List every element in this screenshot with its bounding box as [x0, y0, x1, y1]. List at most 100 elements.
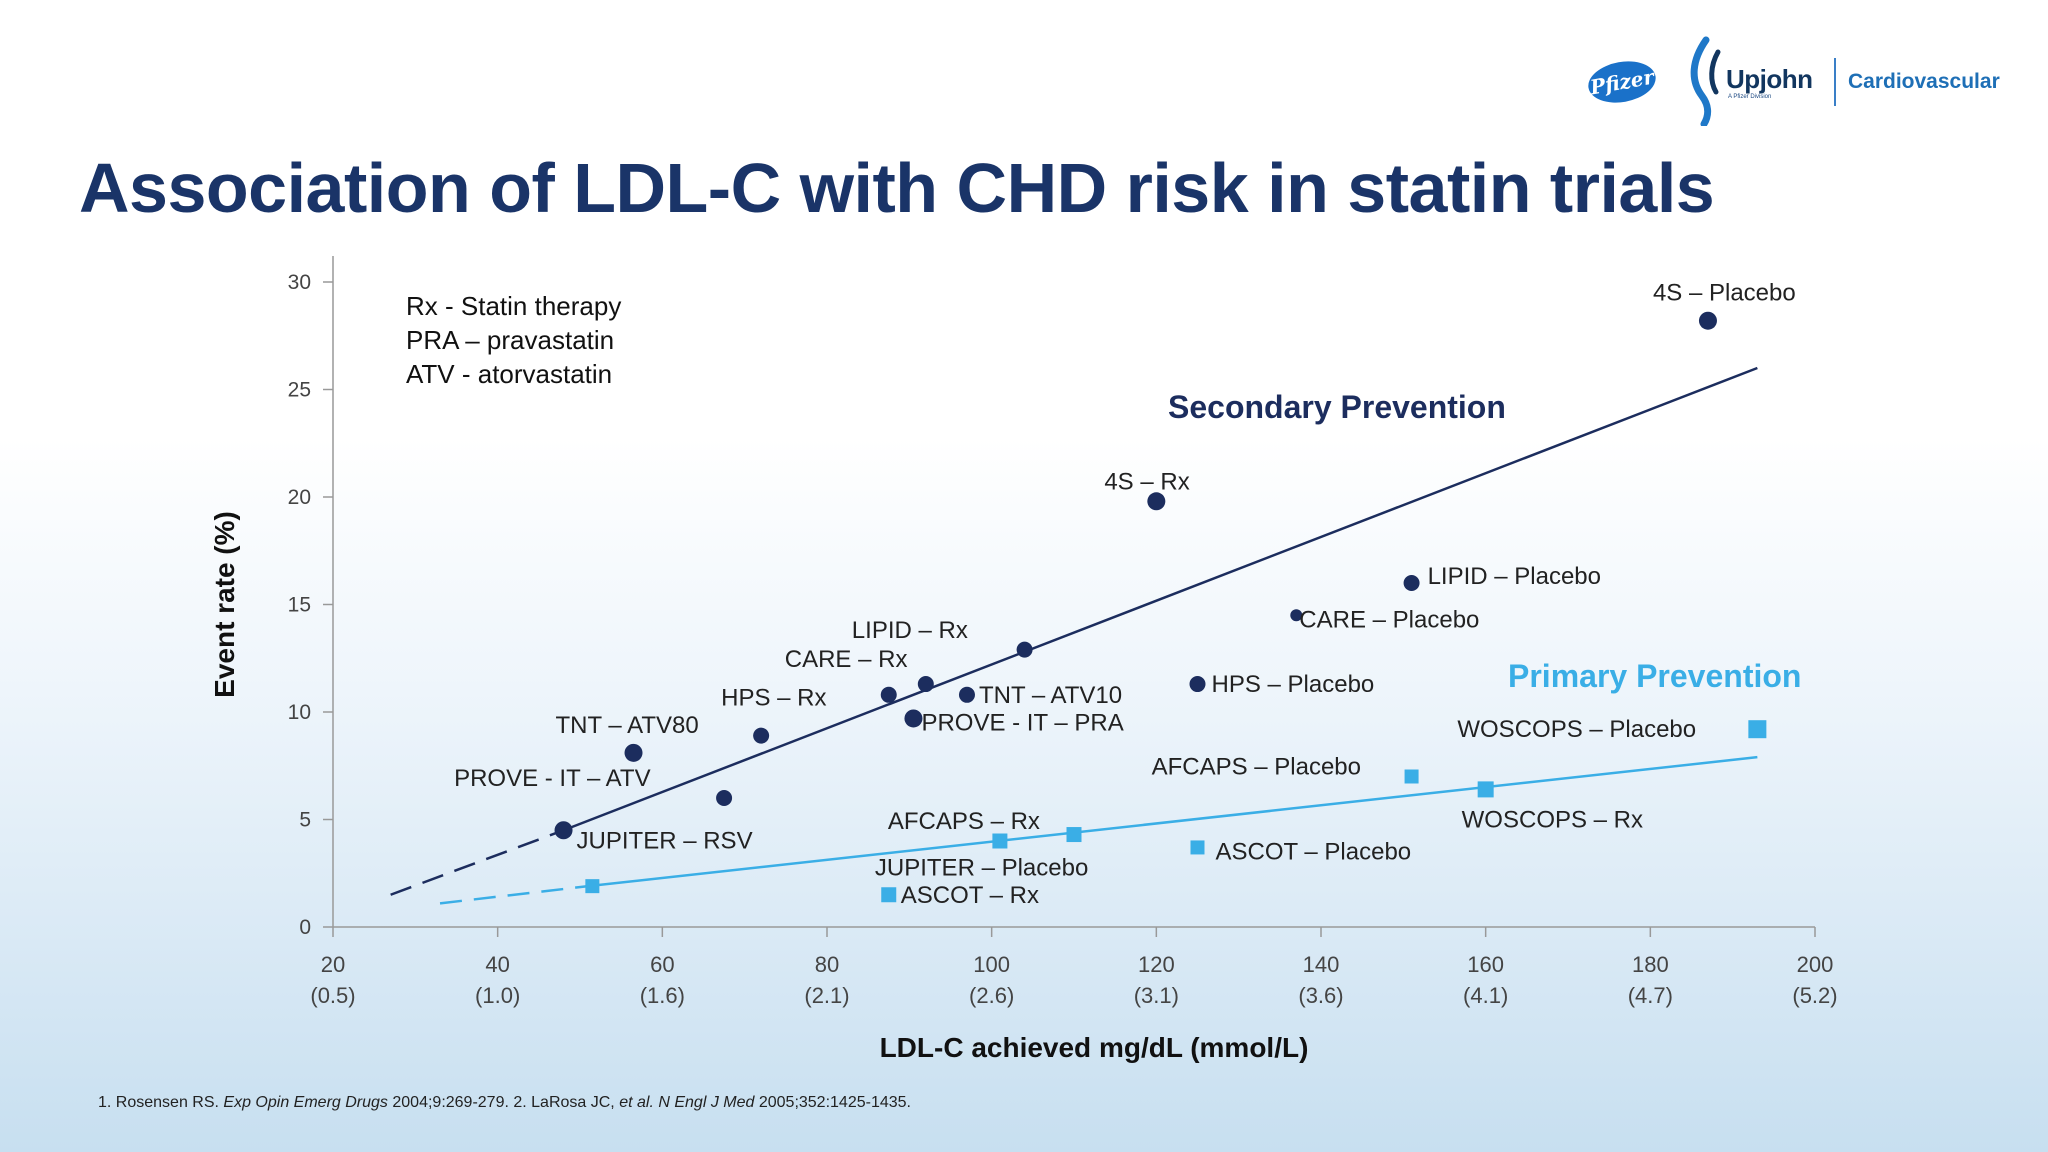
secondary-point — [1698, 311, 1717, 330]
primary-trend-line — [588, 755, 1758, 888]
y-tick-label: 30 — [288, 271, 311, 294]
primary-point — [1477, 781, 1494, 798]
x-tick-label: 200 — [1797, 952, 1834, 977]
x-tick-sublabel: (3.1) — [1134, 983, 1179, 1008]
brand-logos: Pfizer Upjohn A Pfizer Division Cardiova… — [1585, 34, 2008, 134]
x-tick-label: 100 — [973, 952, 1010, 977]
upjohn-swoosh-icon — [1690, 36, 1721, 126]
secondary-point — [1403, 575, 1420, 591]
x-tick-sublabel: (4.7) — [1628, 983, 1673, 1008]
secondary-point — [554, 821, 573, 840]
secondary-point — [904, 709, 923, 728]
secondary-point — [958, 686, 975, 703]
primary-point — [1748, 720, 1767, 739]
point-labels: 4S – Placebo 4S – Rx LIPID – Placebo CARE –… — [454, 280, 1796, 909]
logo-divider — [1834, 58, 1836, 106]
x-tick-label: 120 — [1138, 952, 1175, 977]
primary-series-name: Primary Prevention — [1508, 658, 1801, 694]
secondary-point-label: 4S – Placebo — [1653, 280, 1796, 307]
secondary-point-label: HPS – Rx — [721, 685, 826, 712]
x-tick-label: 40 — [485, 952, 509, 977]
secondary-point — [1290, 609, 1303, 622]
x-tick-sublabel: (2.6) — [969, 983, 1014, 1008]
ref2-etal: et al. — [619, 1094, 654, 1111]
x-tick-sublabel: (1.6) — [640, 983, 685, 1008]
x-tick-label: 80 — [815, 952, 839, 977]
upjohn-logo-subtext: A Pfizer Division — [1728, 94, 1772, 100]
secondary-point — [1147, 492, 1166, 511]
secondary-point-label: TNT – ATV80 — [556, 712, 699, 739]
primary-point-label: WOSCOPS – Rx — [1462, 806, 1643, 833]
primary-point-label: AFCAPS – Placebo — [1152, 754, 1361, 781]
primary-point — [881, 887, 897, 903]
primary-point-label: ASCOT – Rx — [901, 882, 1039, 909]
primary-point — [585, 879, 600, 894]
ref2-journal: N Engl J Med — [658, 1094, 755, 1111]
data-points — [554, 311, 1767, 903]
primary-point — [1066, 827, 1082, 843]
y-axis-title: Event rate (%) — [209, 511, 240, 698]
x-tick-sublabel: (2.1) — [804, 983, 849, 1008]
ref1-journal: Exp Opin Emerg Drugs — [223, 1094, 388, 1111]
x-tick-sublabel: (5.2) — [1792, 983, 1837, 1008]
x-tick-sublabel: (0.5) — [310, 983, 355, 1008]
primary-point — [1404, 769, 1419, 784]
secondary-point — [753, 727, 770, 744]
x-tick-sublabel: (4.1) — [1463, 983, 1508, 1008]
abbreviation-note-line: PRA – pravastatin — [406, 325, 614, 355]
secondary-point — [1189, 676, 1206, 693]
secondary-point — [880, 686, 897, 703]
primary-point-label: WOSCOPS – Placebo — [1457, 716, 1696, 743]
x-axis-title: LDL-C achieved mg/dL (mmol/L) — [880, 1032, 1309, 1063]
chart-axes: 0 5 10 15 20 25 30 20 (0.5) 40 (1.0) 60 (1.6) 80 (2.1)… — [209, 256, 1838, 1063]
secondary-point-label: JUPITER – RSV — [577, 827, 753, 854]
secondary-trend-extrapolation — [390, 829, 564, 896]
y-tick-label: 15 — [288, 594, 311, 617]
x-tick-sublabel: (1.0) — [475, 983, 520, 1008]
x-tick-label: 160 — [1467, 952, 1504, 977]
secondary-point-label: CARE – Placebo — [1299, 606, 1479, 633]
abbreviation-note-line: ATV - atorvastatin — [406, 359, 612, 389]
x-tick-label: 60 — [650, 952, 674, 977]
primary-point-label: JUPITER – Placebo — [875, 855, 1088, 882]
secondary-series-name: Secondary Prevention — [1168, 389, 1506, 425]
primary-point — [1190, 840, 1205, 855]
page-title: Association of LDL-C with CHD risk in st… — [79, 149, 1715, 227]
x-tick-label: 140 — [1303, 952, 1340, 977]
chart-annotations: Secondary Prevention Primary Prevention Rx… — [406, 291, 1801, 694]
primary-point — [992, 833, 1008, 849]
secondary-point-label: TNT – ATV10 — [979, 682, 1122, 709]
secondary-trend-line — [563, 366, 1758, 832]
y-tick-label: 5 — [299, 809, 311, 832]
secondary-point — [716, 790, 733, 806]
secondary-point-label: PROVE - IT – PRA — [921, 709, 1123, 736]
x-tick-label: 180 — [1632, 952, 1669, 977]
secondary-point — [624, 743, 643, 762]
x-tick-label: 20 — [321, 952, 345, 977]
abbreviation-note-line: Rx - Statin therapy — [406, 291, 621, 321]
secondary-point-label: CARE – Rx — [785, 646, 908, 673]
ref1-author: 1. Rosensen RS. — [98, 1094, 219, 1111]
secondary-point-label: 4S – Rx — [1104, 468, 1189, 495]
secondary-point-label: PROVE - IT – ATV — [454, 765, 651, 792]
primary-trend-extrapolation — [439, 884, 589, 905]
x-tick-sublabel: (3.6) — [1298, 983, 1343, 1008]
ref1-detail: 2004;9:269-279. 2. LaRosa JC, — [392, 1094, 615, 1111]
secondary-point — [917, 676, 934, 693]
upjohn-logo-text: Upjohn — [1726, 64, 1813, 94]
secondary-point-label: LIPID – Rx — [852, 617, 968, 644]
y-tick-label: 25 — [288, 379, 311, 402]
primary-point-label: AFCAPS – Rx — [888, 808, 1040, 835]
y-tick-label: 10 — [288, 701, 311, 724]
y-tick-label: 20 — [288, 486, 311, 509]
secondary-point-label: HPS – Placebo — [1212, 671, 1375, 698]
secondary-point — [1016, 641, 1033, 658]
division-name: Cardiovascular — [1848, 70, 2000, 93]
ref2-detail: 2005;352:1425-1435. — [758, 1094, 911, 1111]
y-tick-label: 0 — [299, 916, 311, 939]
footnote-references: 1. Rosensen RS. Exp Opin Emerg Drugs 200… — [98, 1094, 911, 1112]
secondary-point-label: LIPID – Placebo — [1428, 563, 1601, 590]
primary-point-label: ASCOT – Placebo — [1216, 838, 1412, 865]
trend-lines — [390, 366, 1758, 905]
